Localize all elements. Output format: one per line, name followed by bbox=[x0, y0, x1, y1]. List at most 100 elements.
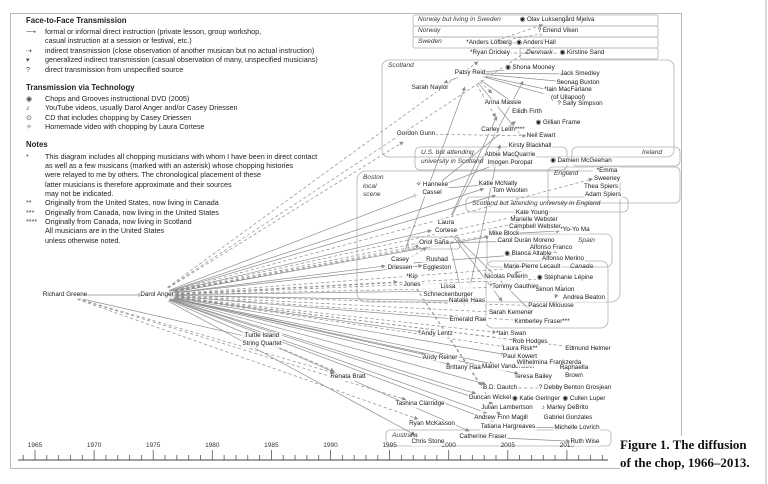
node-tashina_clarridge: Tashina Clarridge bbox=[394, 400, 446, 408]
edge-patsy_reid--seonag_buxton bbox=[482, 73, 564, 84]
node-pascal: Pascal Milousse bbox=[527, 302, 575, 310]
year-label-1985: 1985 bbox=[264, 442, 279, 449]
legend-note-3: **** Originally from Canada, now living i… bbox=[26, 217, 382, 226]
node-campbell_webster: Campbell Webster bbox=[508, 223, 562, 231]
legend-tech-item-3-text: Homemade video with chopping by Laura Co… bbox=[45, 122, 205, 132]
legend-notes-block: Notes * This diagram includes all choppin… bbox=[26, 140, 382, 245]
region-label-scotland-uni-england: Scotland but attending university in Eng… bbox=[472, 200, 601, 207]
legend-face-item-2: ▾ generalized indirect transmission (casu… bbox=[26, 55, 382, 64]
legend-face-block: Face-to-Face Transmission ⟶ formal or inf… bbox=[26, 16, 382, 74]
legend-face-item-3-marker: ? bbox=[26, 64, 30, 74]
edge-darol_anger--bd_dautch bbox=[169, 298, 487, 386]
node-eilidh_firth: Eilidh Firth bbox=[511, 108, 543, 116]
node-pellerin: Nicolas Pellerin bbox=[483, 273, 529, 281]
year-label-1970: 1970 bbox=[87, 442, 102, 449]
region-label-sweden: Sweden bbox=[418, 38, 442, 45]
node-simon: Simon Marion bbox=[534, 286, 576, 294]
node-blanca: ◉ Blanca Altable bbox=[503, 250, 553, 258]
region-label-england: England bbox=[554, 170, 579, 177]
node-iain_macfarlane: *Iain MacFarlane (of Ullapool) bbox=[543, 86, 593, 102]
edge-darol_anger--laura_risk bbox=[169, 296, 506, 349]
edge-darol_anger--emma_sweeney bbox=[169, 177, 594, 292]
node-adam_spiers: Adam Spiers bbox=[583, 191, 623, 199]
legend-tech-item-1-text: YouTube videos, usually Darol Anger and/… bbox=[45, 103, 238, 113]
node-tom_wooten: Tom Wooten bbox=[491, 187, 529, 195]
node-catherine_fraser: Catherine Fraser bbox=[458, 433, 508, 441]
legend-tech-item-0: ◉ Chops and Grooves instructional DVD (20… bbox=[26, 94, 382, 103]
region-label-australia: Australia bbox=[392, 432, 418, 439]
node-emerald_rae: Emerald Rae bbox=[448, 316, 488, 324]
node-edmund_helmer: Edmund Helmer bbox=[564, 345, 612, 353]
edge-darol_anger--lissa bbox=[169, 289, 434, 296]
node-katie_mcnally: Katie McNally bbox=[477, 180, 519, 188]
edge-darol_anger--erlend_viken bbox=[167, 38, 546, 289]
node-natalie_haas: Natalie Haas bbox=[447, 297, 487, 305]
node-ruth_wise: Ruth Wise bbox=[569, 438, 601, 446]
node-michelle_lovrich: Michelle Lovrich bbox=[553, 424, 601, 432]
node-stephanie: ◉ Stéphanie Lépine bbox=[535, 274, 595, 282]
node-raphaella: Raphaella Brown bbox=[558, 364, 590, 380]
legend-face-item-2-text: generalized indirect transmission (casua… bbox=[45, 55, 318, 65]
edge-darol_anger--mariel_vandersteel bbox=[169, 297, 494, 366]
legend-note-1-text: Originally from the United States, now l… bbox=[45, 198, 219, 208]
edge-richard_greene--turtle_island bbox=[77, 297, 248, 338]
node-wilhelmina: Wilhelmina Frankzerda bbox=[515, 359, 583, 367]
node-thea_spiers: Thea Spiers bbox=[583, 183, 619, 191]
region-label-norway-sweden: Norway but living in Sweden bbox=[418, 16, 501, 23]
node-seonag_buxton: Seonag Buxton bbox=[555, 79, 601, 87]
edge-darol_anger--teresa_bailey bbox=[169, 297, 519, 376]
legend-tech-item-2-marker: ⊙ bbox=[26, 112, 33, 122]
node-kirstine_sand: ◉ Kirstine Sand bbox=[558, 49, 606, 57]
legend-notes-items: * This diagram includes all chopping musi… bbox=[26, 152, 382, 246]
node-alfonso_merino: Alfonso Merino bbox=[541, 255, 585, 263]
edge-natalie_haas--carley_leith bbox=[469, 144, 502, 289]
region-label-us-uni-scotland: U.S. but attending university in Scotlan… bbox=[421, 149, 484, 165]
node-julian_lambertson: Julian Lambertson bbox=[480, 404, 534, 412]
node-sally_simpson: ? Sally Simpson bbox=[556, 100, 604, 108]
edge-darol_anger--catherine_fraser bbox=[168, 299, 470, 432]
edge-patsy_reid--kirsty_blackhall bbox=[477, 82, 521, 135]
legend-face-item-1: ⇢ indirect transmission (close observatio… bbox=[26, 46, 382, 55]
node-ryan_drickey: *Ryan Drickey bbox=[469, 49, 511, 57]
legend-note-3-marker: **** bbox=[26, 217, 38, 227]
edge-darol_anger--brittany_haas bbox=[169, 297, 451, 366]
region-label-ireland: Ireland bbox=[642, 149, 663, 156]
legend-note-2: *** Originally from Canada, now living in… bbox=[26, 208, 382, 217]
node-lecault: Marie-Pierre Lecault bbox=[502, 263, 562, 271]
edge-catherine_fraser--ruth_wise bbox=[495, 437, 571, 444]
edge-darol_anger--sarah_kemener bbox=[169, 295, 497, 315]
figure-frame bbox=[10, 13, 682, 469]
edge-darol_anger--laura_cortese bbox=[169, 229, 432, 293]
node-neil_ewart: Neil Ewart bbox=[525, 132, 557, 140]
region-label-denmark: Denmark bbox=[526, 49, 553, 56]
edge-darol_anger--marielle_webster bbox=[169, 221, 520, 293]
region-label-scotland: Scotland bbox=[388, 62, 414, 69]
edge-hanneke--katie_mcnally bbox=[444, 183, 484, 189]
node-chris_stone: Chris Stone bbox=[410, 438, 446, 446]
node-bd_dautch: B.D. Dautch bbox=[482, 384, 518, 392]
edge-darol_anger--emerald_rae bbox=[169, 295, 454, 321]
legend-tech-item-1-marker: ♪ bbox=[26, 103, 30, 113]
node-debby: ? Debby Benton Grosjean bbox=[537, 384, 613, 392]
edge-darol_anger--andrew_finn_magill bbox=[169, 299, 488, 414]
edge-darol_anger--duncan_wickel bbox=[169, 298, 477, 395]
node-gillian_frame: ◉ Gillian Frame bbox=[534, 119, 582, 127]
region-box-denmark bbox=[519, 47, 659, 60]
edge-patsy_reid--anna_massie bbox=[479, 81, 493, 94]
legend-tech-block: Transmission via Technology ◉ Chops and G… bbox=[26, 83, 382, 132]
region-box-boston bbox=[356, 170, 621, 303]
edge-darol_anger--stephanie bbox=[169, 276, 551, 295]
region-label-norway: Norway bbox=[418, 27, 441, 34]
edge-patsy_reid--iain_macfarlane bbox=[482, 75, 554, 93]
node-kimberley_fraser: Kimberley Fraser*** bbox=[513, 318, 571, 326]
timeline-axis: 1965 1970 1975 1980 1985 1990 1995 2000 2005 2010 bbox=[18, 442, 608, 461]
node-ryan_mckasson: Ryan McKasson bbox=[408, 420, 456, 428]
year-label-2005: 2005 bbox=[501, 442, 516, 449]
edge-darol_anger--andy_lentz bbox=[169, 296, 423, 334]
node-hanneke: ✧ Hanneke Cassel bbox=[414, 181, 450, 197]
legend-note-0: * This diagram includes all chopping musi… bbox=[26, 152, 382, 199]
edge-richard_greene--tashina_clarridge bbox=[77, 298, 407, 401]
legend-tech-item-1: ♪ YouTube videos, usually Darol Anger and… bbox=[26, 103, 382, 112]
